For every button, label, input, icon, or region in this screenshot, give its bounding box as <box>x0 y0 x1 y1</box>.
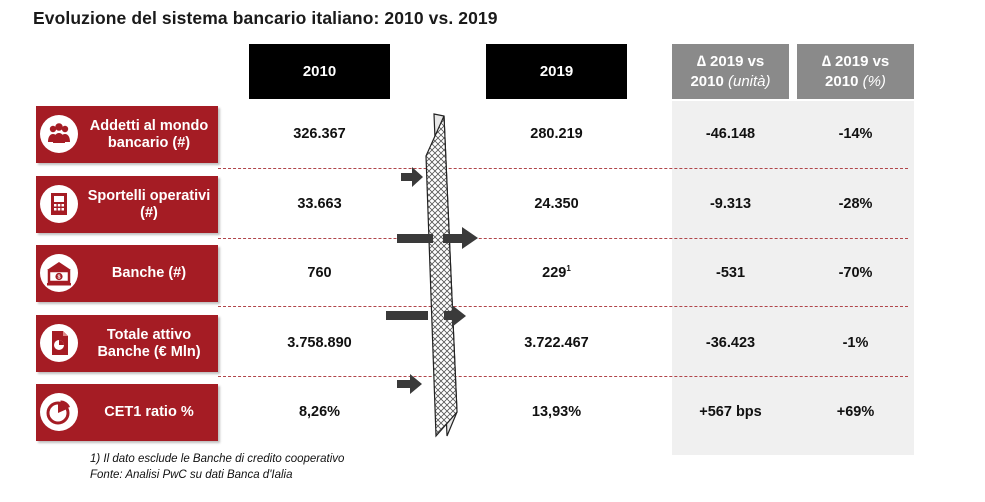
cell-2010-totale-attivo: 3.758.890 <box>287 335 352 351</box>
row-label-text: CET1 ratio % <box>104 404 194 420</box>
header-delta-pct-line1: ∆ 2019 vs <box>821 52 890 70</box>
header-delta-units: ∆ 2019 vs 2010 (unità) <box>672 44 789 99</box>
atm-icon <box>40 185 78 223</box>
header-2019-label: 2019 <box>539 62 574 80</box>
row-label-text: Banche (#) <box>111 265 187 281</box>
source-note: Fonte: Analisi PwC su dati Banca d'Ialia <box>90 469 293 481</box>
row-separator <box>218 306 908 307</box>
row-separator <box>218 376 908 377</box>
arrow-icon <box>444 305 466 327</box>
bank-icon: $ <box>40 254 78 292</box>
header-2019: 2019 <box>486 44 627 99</box>
svg-text:$: $ <box>57 275 60 281</box>
cell-2010-addetti: 326.367 <box>293 126 346 142</box>
row-label-text: Addetti al mondo bancario (#) <box>89 117 209 151</box>
cell-2010-cet1: 8,26% <box>298 404 341 420</box>
row-label-text: Sportelli operativi (#) <box>87 187 211 221</box>
cell-2019-banche: 2291 <box>486 263 627 283</box>
header-2010: 2010 <box>249 44 390 99</box>
arrow-icon <box>443 227 478 249</box>
people-icon <box>40 115 78 153</box>
cell-2010-banche: 760 <box>307 265 332 281</box>
arrow-shaft <box>386 311 428 320</box>
footnote-mark: 1 <box>566 264 571 273</box>
cell-delta-pct-totale-attivo: -1% <box>842 335 869 351</box>
header-delta-pct-line2: 2010 <box>825 72 859 90</box>
row-label-text: Totale attivo Banche (€ Mln) <box>97 326 201 360</box>
row-label-banche: $ Banche (#) <box>36 245 218 302</box>
page-title: Evoluzione del sistema bancario italiano… <box>33 8 498 28</box>
arrow-icon <box>401 167 423 187</box>
cell-delta-units-banche: -531 <box>715 265 746 281</box>
header-delta-pct-unit: (%) <box>862 72 886 90</box>
header-2010-label: 2010 <box>302 62 337 80</box>
row-separator <box>218 238 908 239</box>
cell-2019-banche-value: 229 <box>542 265 567 281</box>
cell-delta-units-totale-attivo: -36.423 <box>705 335 756 351</box>
cell-delta-pct-addetti: -14% <box>838 126 873 142</box>
row-label-cet1: CET1 ratio % <box>36 384 218 441</box>
cell-2010-sportelli: 33.663 <box>297 196 342 212</box>
cell-2019-addetti: 280.219 <box>530 126 583 142</box>
arrow-icon <box>397 374 422 394</box>
header-delta-units-line2: 2010 <box>690 72 724 90</box>
header-delta-units-line1: ∆ 2019 vs <box>696 52 765 70</box>
delta-panel-background <box>672 101 914 455</box>
row-label-totale-attivo: Totale attivo Banche (€ Mln) <box>36 315 218 372</box>
cell-delta-pct-sportelli: -28% <box>838 196 873 212</box>
filter-mesh <box>425 115 458 438</box>
cell-delta-pct-banche: -70% <box>838 265 873 281</box>
footnote-1: 1) Il dato esclude le Banche di credito … <box>90 453 345 465</box>
cell-delta-pct-cet1: +69% <box>836 404 875 420</box>
pie-chart-icon <box>40 393 78 431</box>
cell-delta-units-addetti: -46.148 <box>705 126 756 142</box>
cell-delta-units-cet1: +567 bps <box>699 404 762 420</box>
cell-2019-cet1: 13,93% <box>531 404 582 420</box>
row-separator <box>218 168 908 169</box>
cell-2019-sportelli: 24.350 <box>534 196 579 212</box>
cell-2019-totale-attivo: 3.722.467 <box>524 335 589 351</box>
document-chart-icon <box>40 324 78 362</box>
row-label-sportelli: Sportelli operativi (#) <box>36 176 218 233</box>
cell-delta-units-sportelli: -9.313 <box>709 196 752 212</box>
header-delta-units-unit: (unità) <box>728 72 771 90</box>
header-delta-pct: ∆ 2019 vs 2010 (%) <box>797 44 914 99</box>
row-label-addetti: Addetti al mondo bancario (#) <box>36 106 218 163</box>
arrow-shaft <box>397 234 433 243</box>
